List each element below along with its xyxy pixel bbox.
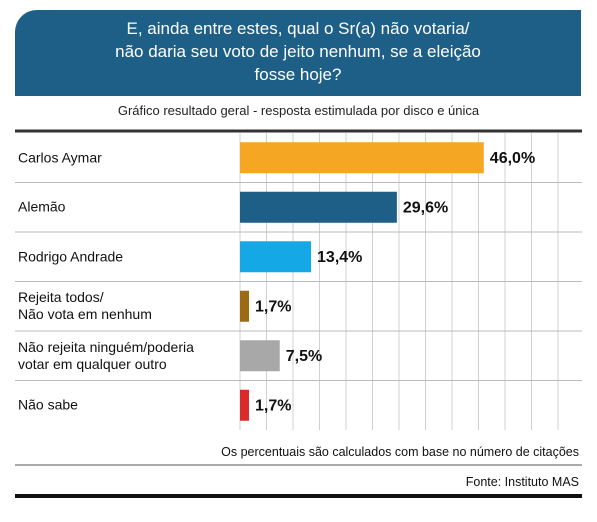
- bar: [240, 142, 484, 174]
- subtitle: Gráfico resultado geral - resposta estim…: [117, 103, 480, 118]
- category-label: Rejeita todos/ Não vota em nenhum: [18, 289, 152, 323]
- category-label: Alemão: [18, 198, 66, 215]
- note: Os percentuais são calculados com base n…: [221, 445, 579, 459]
- value-label: 46,0%: [490, 150, 535, 167]
- header-box: [15, 10, 581, 96]
- bar: [240, 191, 397, 223]
- value-label: 13,4%: [317, 249, 362, 266]
- source: Fonte: Instituto MAS: [465, 475, 579, 489]
- value-label: 29,6%: [403, 199, 448, 216]
- value-label: 1,7%: [255, 397, 291, 414]
- category-label: Carlos Aymar: [18, 149, 102, 166]
- category-label: Não sabe: [18, 396, 78, 413]
- category-label: Rodrigo Andrade: [18, 248, 124, 265]
- bar: [240, 290, 250, 322]
- bar: [240, 340, 280, 372]
- category-label: Não rejeita ninguém/poderia votar em qua…: [18, 338, 194, 372]
- bar: [240, 241, 312, 273]
- chart-title: E, ainda entre estes, qual o Sr(a) não v…: [115, 19, 481, 84]
- value-label: 1,7%: [255, 298, 291, 315]
- value-label: 7,5%: [286, 348, 322, 365]
- bar: [240, 389, 250, 421]
